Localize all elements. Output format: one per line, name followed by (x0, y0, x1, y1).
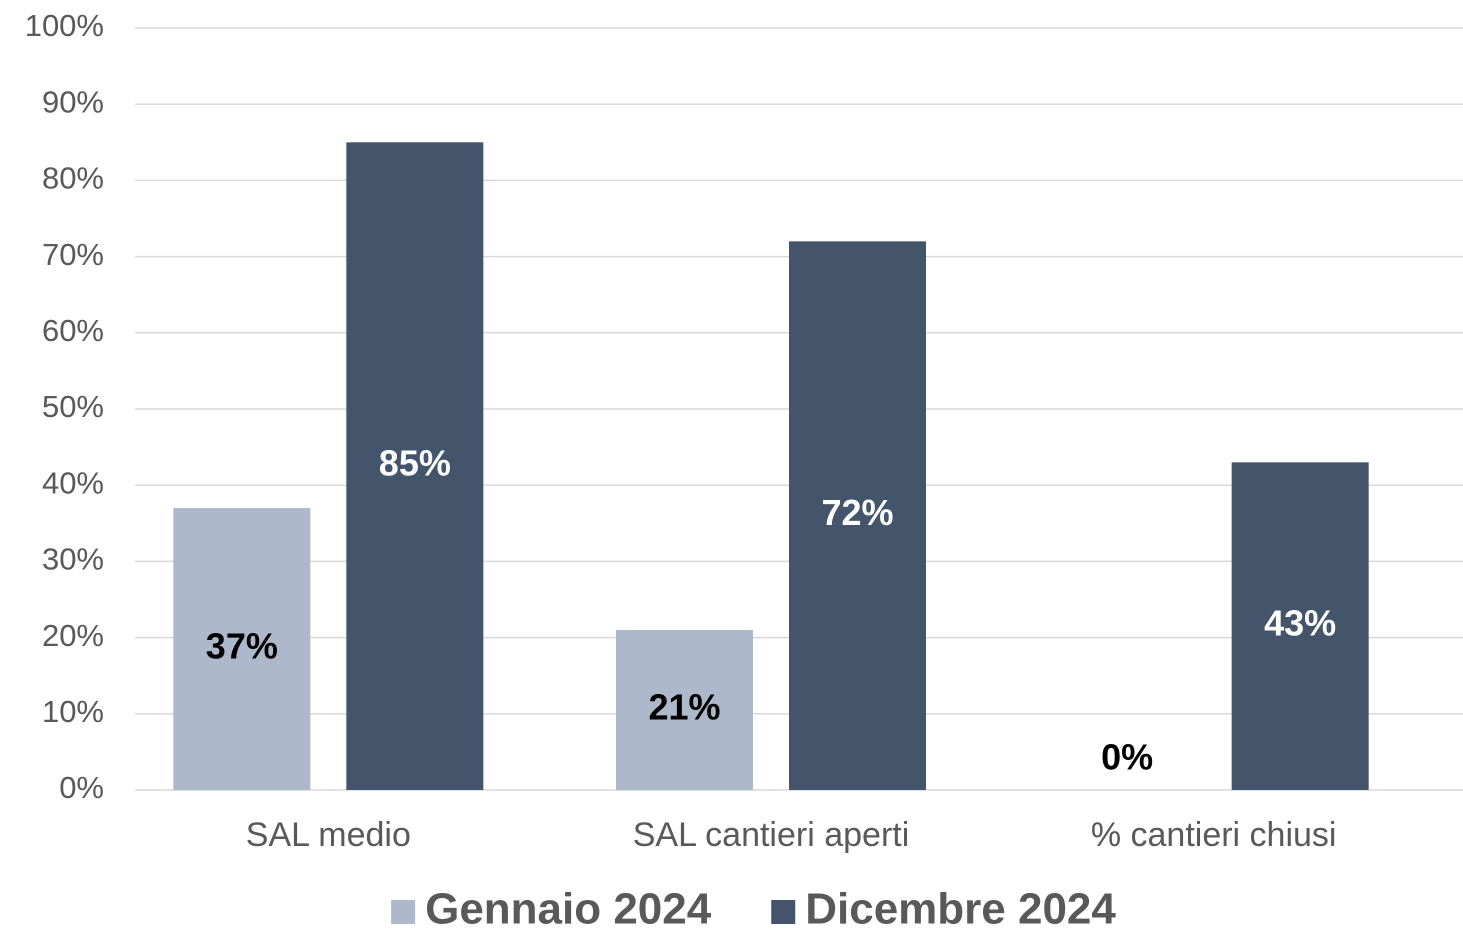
legend-label: Gennaio 2024 (425, 885, 712, 932)
legend-swatch (391, 900, 416, 924)
data-label: 72% (821, 492, 893, 533)
data-label: 37% (206, 626, 278, 667)
data-label: 43% (1264, 603, 1336, 644)
bar (1231, 462, 1369, 790)
y-tick-label: 80% (42, 161, 104, 196)
y-tick-label: 20% (42, 618, 104, 653)
x-tick-label: SAL cantieri aperti (633, 816, 910, 854)
y-tick-label: 40% (42, 465, 104, 500)
y-tick-label: 50% (42, 389, 104, 424)
y-tick-label: 10% (42, 694, 104, 729)
y-tick-label: 70% (42, 237, 104, 272)
y-tick-label: 90% (42, 84, 104, 119)
y-tick-label: 60% (42, 313, 104, 348)
data-label: 21% (648, 687, 720, 728)
bar (789, 241, 926, 791)
legend-label: Dicembre 2024 (805, 885, 1116, 932)
y-tick-label: 0% (59, 770, 104, 805)
x-tick-label: SAL medio (246, 816, 411, 854)
legend-swatch (771, 900, 796, 924)
bar (616, 629, 753, 790)
x-tick-label: % cantieri chiusi (1091, 816, 1337, 854)
bar (173, 508, 311, 790)
data-label: 85% (379, 443, 451, 484)
y-tick-label: 100% (25, 8, 104, 43)
y-tick-label: 30% (42, 542, 104, 577)
bar (346, 142, 484, 791)
data-label: 0% (1101, 737, 1153, 778)
